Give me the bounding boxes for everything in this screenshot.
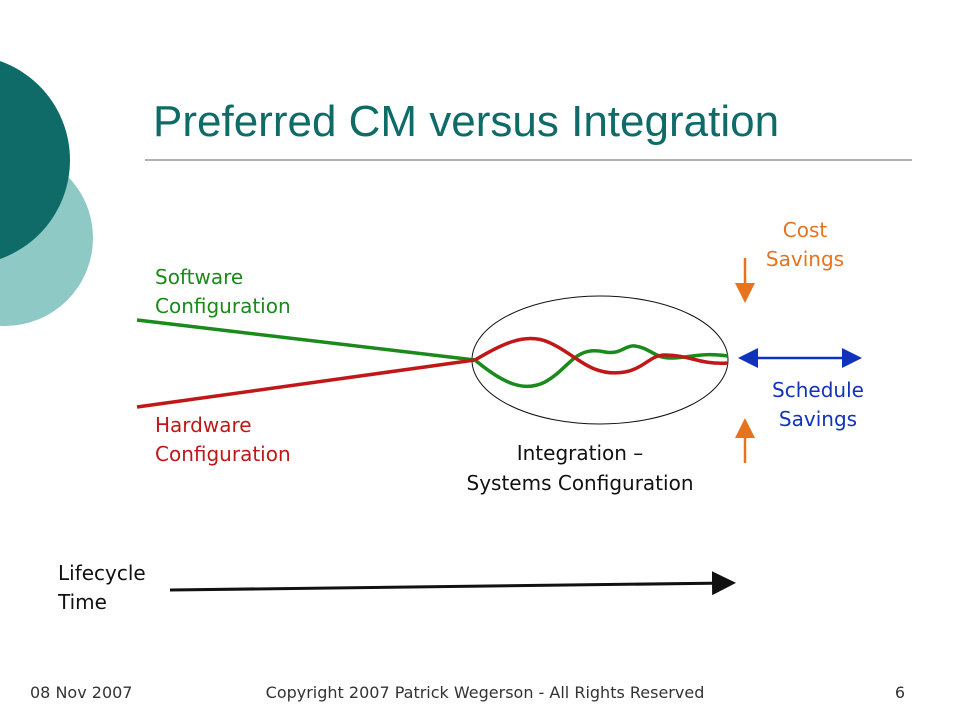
hardware-line [136, 358, 476, 409]
software-wave [473, 344, 729, 389]
hardware-label: Configuration [155, 442, 291, 466]
schedule-label: Schedule [772, 378, 864, 402]
cost-label: Savings [766, 247, 844, 271]
footer-date: 08 Nov 2007 [30, 683, 132, 702]
hardware-wave [474, 336, 729, 375]
footer-copyright: Copyright 2007 Patrick Wegerson - All Ri… [266, 683, 705, 702]
lifecycle-label: Time [57, 590, 107, 614]
integration-label: Systems Configuration [467, 471, 694, 495]
software-line [136, 318, 476, 362]
lifecycle-label: Lifecycle [58, 561, 146, 585]
schedule-label: Savings [779, 407, 857, 431]
lifecycle-arrow [169, 571, 736, 596]
footer-page: 6 [895, 683, 905, 702]
software-label: Software [155, 265, 243, 289]
decor-circle [0, 61, 70, 259]
title: Preferred CM versus Integration [153, 97, 779, 146]
cost-label: Cost [783, 218, 828, 242]
software-label: Configuration [155, 294, 291, 318]
integration-label: Integration – [517, 441, 644, 465]
hardware-label: Hardware [155, 413, 252, 437]
